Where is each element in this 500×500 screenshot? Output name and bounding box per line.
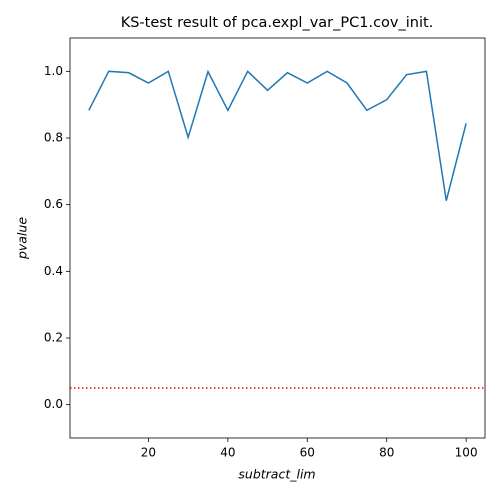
y-tick-label: 1.0 bbox=[44, 64, 63, 78]
x-tick-label: 20 bbox=[141, 446, 156, 460]
plot-frame bbox=[69, 37, 486, 439]
y-tick-label: 0.8 bbox=[44, 131, 63, 145]
y-tick-label: 0.0 bbox=[44, 397, 63, 411]
x-tick-label: 60 bbox=[300, 446, 315, 460]
y-tick-label: 0.2 bbox=[44, 331, 63, 345]
x-tick-label: 80 bbox=[379, 446, 394, 460]
x-tick-label: 100 bbox=[455, 446, 478, 460]
chart-title: KS-test result of pca.expl_var_PC1.cov_i… bbox=[121, 15, 434, 31]
x-axis-label: subtract_lim bbox=[238, 467, 315, 482]
y-axis-label: pvalue bbox=[15, 217, 30, 260]
y-tick-label: 0.6 bbox=[44, 197, 63, 211]
line-series bbox=[88, 69, 467, 201]
x-tick-label: 40 bbox=[220, 446, 235, 460]
y-tick-label: 0.4 bbox=[44, 264, 63, 278]
